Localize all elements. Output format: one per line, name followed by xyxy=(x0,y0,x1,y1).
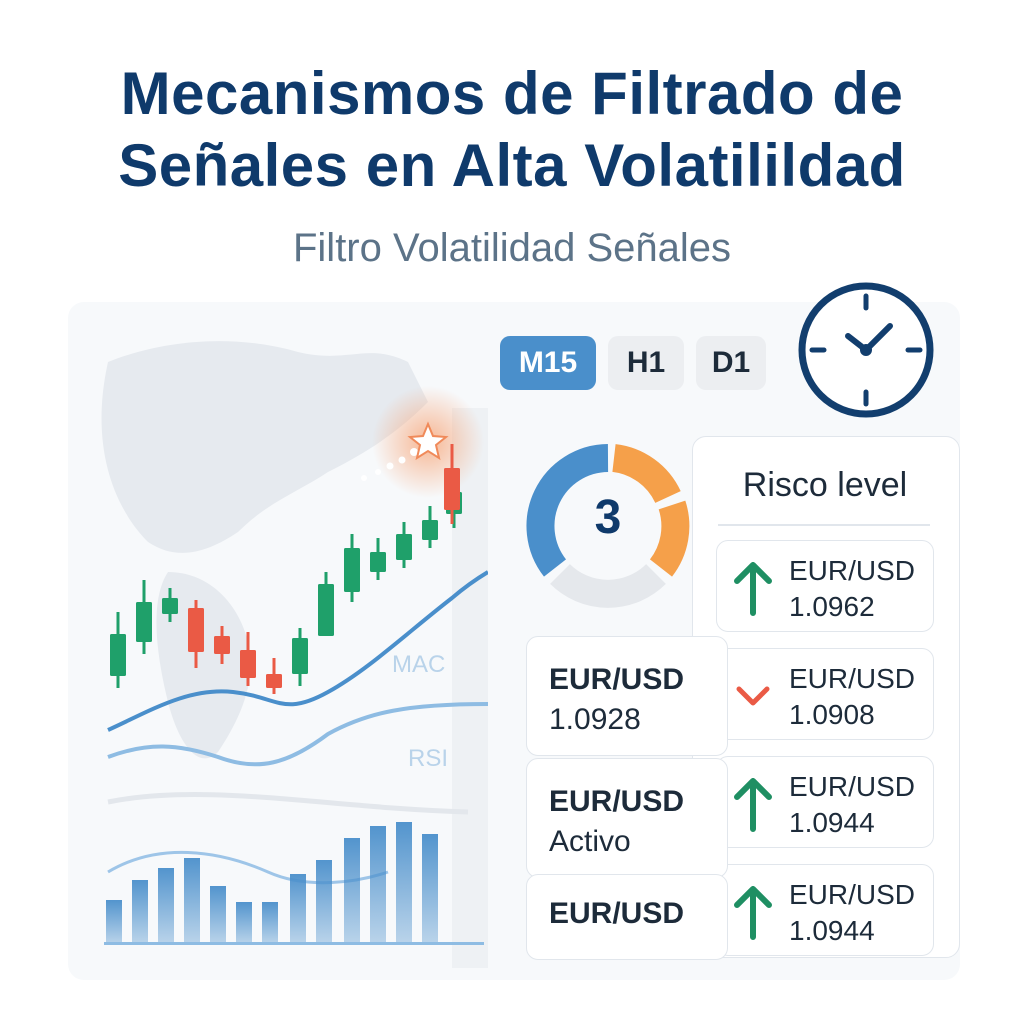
risk-item[interactable]: EUR/USD 1.0962 xyxy=(716,540,934,632)
candle-body xyxy=(266,674,282,688)
title-line-2: Señales en Alta Volatilildad xyxy=(118,132,906,199)
breakout-dots xyxy=(361,448,418,481)
risk-item-value: 1.0944 xyxy=(789,915,875,946)
risk-item-value: 1.0944 xyxy=(789,807,875,838)
rsi-label: RSI xyxy=(408,745,448,772)
signal-pair: EUR/USD xyxy=(549,785,685,818)
candle-body xyxy=(444,468,460,510)
risk-item[interactable]: EUR/USD 1.0908 xyxy=(716,648,934,740)
risk-item[interactable]: EUR/USD 1.0944 xyxy=(716,756,934,848)
signal-pair: EUR/USD xyxy=(549,663,685,696)
signal-status: Activo xyxy=(549,825,631,858)
title-line-1: Mecanismos de Filtrado de xyxy=(120,60,904,127)
chart-svg: MAC RSI xyxy=(101,341,488,968)
chevron-down-icon xyxy=(736,686,770,706)
risk-item-pair: EUR/USD xyxy=(789,771,916,802)
candle-body xyxy=(188,608,204,652)
risk-item-value: 1.0962 xyxy=(789,591,875,622)
volume-bars xyxy=(106,822,438,944)
signal-card[interactable]: EUR/USD xyxy=(526,874,728,960)
signal-pair: EUR/USD xyxy=(549,897,685,930)
timeframe-h1-button[interactable]: H1 xyxy=(608,336,684,390)
timeframe-d1-button[interactable]: D1 xyxy=(696,336,766,390)
risk-item[interactable]: EUR/USD 1.0944 xyxy=(716,864,934,956)
candle-body xyxy=(240,650,256,678)
clock-icon xyxy=(794,280,938,429)
candle-body xyxy=(162,598,178,614)
signal-card[interactable]: EUR/USD Activo xyxy=(526,758,728,878)
candle-body xyxy=(318,584,334,636)
candle-body xyxy=(344,548,360,592)
divider-line xyxy=(107,792,469,815)
candle-body xyxy=(110,634,126,676)
candlesticks xyxy=(110,444,462,694)
candle-body xyxy=(292,638,308,674)
world-map-background xyxy=(101,341,428,759)
volume-baseline xyxy=(104,942,484,945)
candle-body xyxy=(396,534,412,560)
arrow-up-icon xyxy=(734,562,772,616)
arrow-up-icon xyxy=(734,778,772,832)
candle-body xyxy=(214,636,230,654)
candle-body xyxy=(136,602,152,642)
candle-body xyxy=(370,552,386,572)
mac-label: MAC xyxy=(392,651,445,678)
signal-gauge xyxy=(522,440,694,617)
risk-level-title: Risco level xyxy=(742,466,908,504)
signal-card[interactable]: EUR/USD 1.0928 xyxy=(526,636,728,756)
signal-value: 1.0928 xyxy=(549,703,641,736)
risk-item-pair: EUR/USD xyxy=(789,879,916,910)
page-subtitle: Filtro Volatilidad Señales xyxy=(292,226,732,270)
page-title: Mecanismos de Filtrado de Señales en Alt… xyxy=(0,58,1024,202)
risk-divider xyxy=(718,524,930,526)
risk-item-value: 1.0908 xyxy=(789,699,875,730)
gauge-value: 3 xyxy=(594,491,622,544)
candle-body xyxy=(422,520,438,540)
rsi-line xyxy=(107,702,488,767)
star-icon xyxy=(407,421,449,461)
risk-item-pair: EUR/USD xyxy=(789,663,916,694)
timeframe-m15-button[interactable]: M15 xyxy=(500,336,596,390)
risk-item-pair: EUR/USD xyxy=(789,555,916,586)
price-chart: MAC RSI xyxy=(68,302,488,980)
arrow-up-icon xyxy=(734,886,772,940)
moving-average-line xyxy=(107,570,488,732)
